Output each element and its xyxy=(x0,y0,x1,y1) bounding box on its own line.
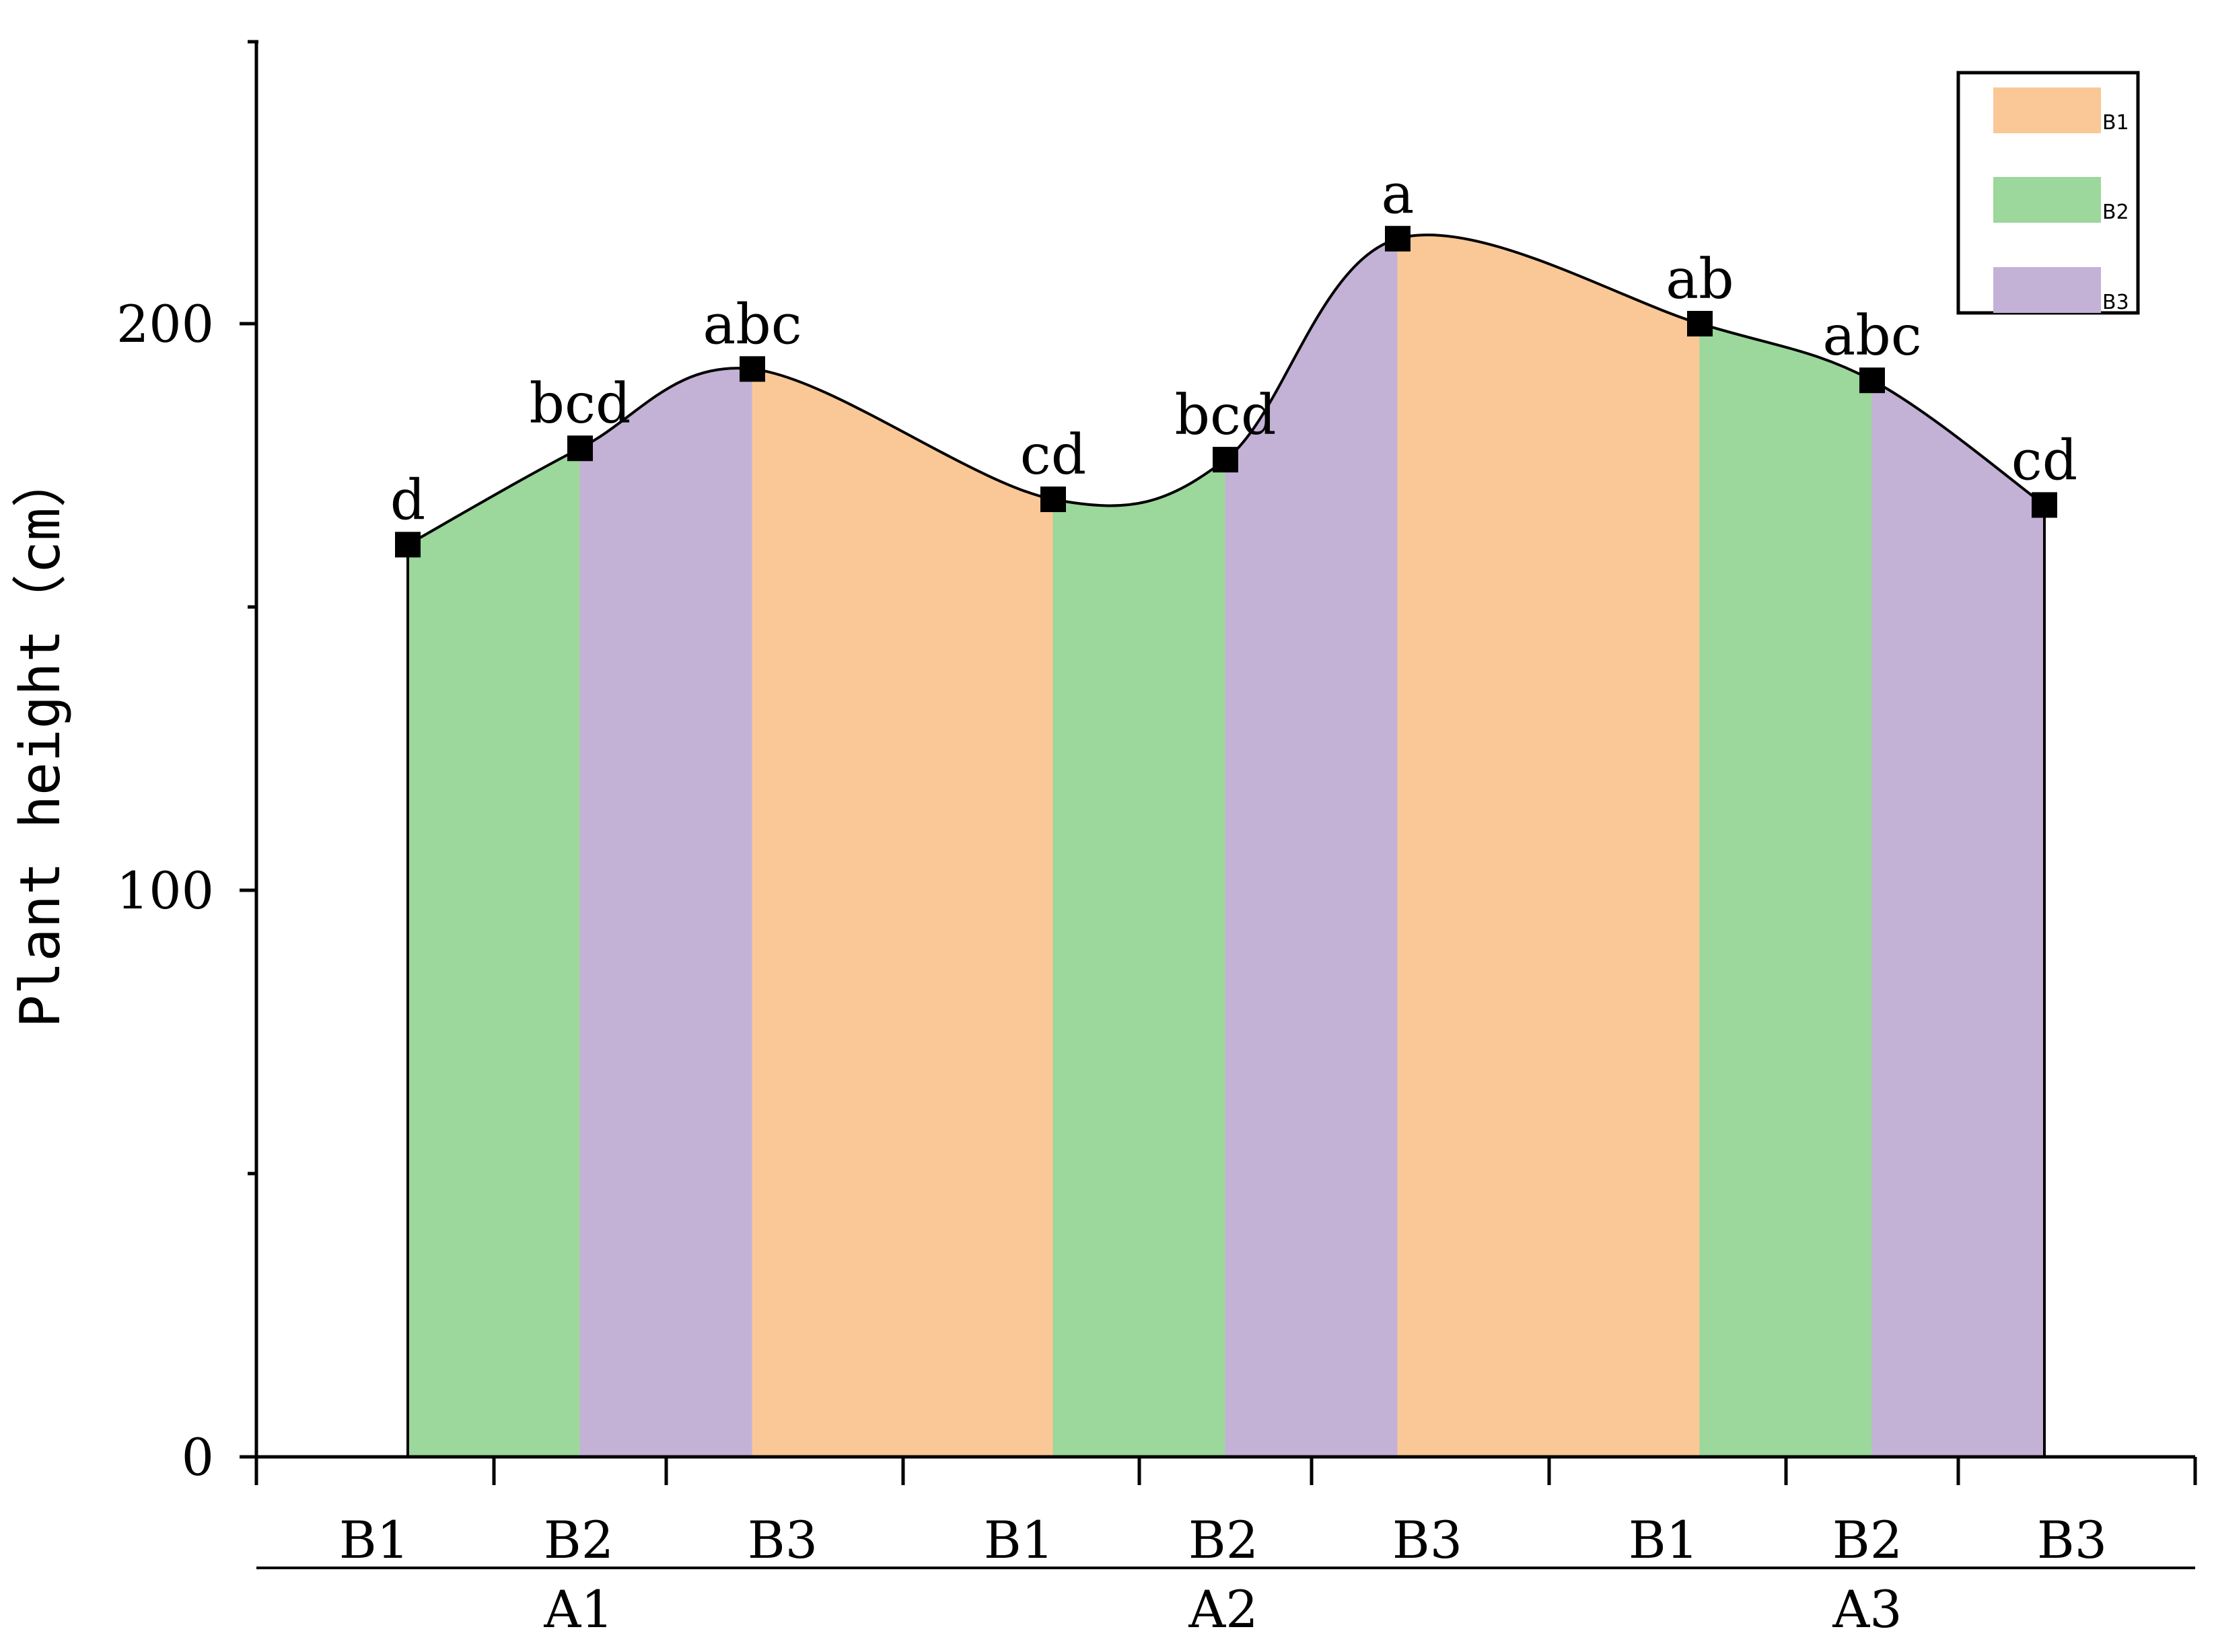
y-tick-label: 0 xyxy=(182,1427,214,1487)
area-segment xyxy=(579,367,753,1458)
area-segment xyxy=(1871,380,2045,1458)
data-markers xyxy=(395,225,2057,558)
y-axis-title: Plant height（cm） xyxy=(9,452,73,1028)
data-point-marker xyxy=(1040,487,1066,513)
y-ticks: 0 100 200 xyxy=(116,294,256,1487)
x-category-label: B1 xyxy=(984,1510,1054,1570)
x-category-label: B3 xyxy=(1392,1510,1462,1570)
area-fills xyxy=(406,234,2046,1458)
x-category-label: B1 xyxy=(339,1510,409,1570)
legend: B1 B2 B3 xyxy=(1956,71,2140,315)
data-point-marker xyxy=(1859,367,1885,394)
data-point-marker xyxy=(1213,447,1238,473)
significance-letter: bcd xyxy=(1175,384,1277,447)
legend-label-b3: B3 xyxy=(2102,291,2129,314)
x-category-labels: B1 B2 B3 B1 B2 B3 B1 B2 B3 xyxy=(339,1510,2107,1570)
x-category-label: B3 xyxy=(2037,1510,2107,1570)
axes xyxy=(248,40,2195,1569)
area-segment xyxy=(407,447,581,1458)
data-point-marker xyxy=(740,356,765,382)
legend-swatch-b2 xyxy=(1993,177,2101,223)
significance-letter: bcd xyxy=(530,372,631,436)
x-group-label: A3 xyxy=(1832,1579,1902,1639)
data-point-marker xyxy=(395,532,421,558)
x-ticks xyxy=(254,1457,2197,1485)
legend-swatch-b3 xyxy=(1993,267,2101,313)
x-category-label: B1 xyxy=(1629,1510,1699,1570)
significance-letter: a xyxy=(1382,163,1415,227)
significance-letter: d xyxy=(390,468,426,532)
data-point-marker xyxy=(1687,311,1713,336)
significance-letter: abc xyxy=(1822,304,1921,368)
legend-label-b2: B2 xyxy=(2102,201,2129,224)
legend-swatch-b1 xyxy=(1993,87,2101,133)
significance-letter: cd xyxy=(2011,429,2077,493)
area-segment xyxy=(1052,459,1226,1458)
data-point-marker xyxy=(1385,225,1410,252)
area-segment xyxy=(1397,234,1701,1458)
y-tick-label: 100 xyxy=(116,861,214,921)
significance-letter: cd xyxy=(1020,423,1086,487)
x-category-label: B2 xyxy=(1832,1510,1902,1570)
data-point-marker xyxy=(2032,492,2057,518)
x-category-label: B2 xyxy=(1188,1510,1258,1570)
significance-letters: d bcd abc cd bcd a ab abc cd xyxy=(390,163,2077,533)
y-tick-label: 200 xyxy=(116,294,214,354)
x-group-label: A1 xyxy=(543,1579,613,1639)
significance-letter: abc xyxy=(703,293,801,357)
x-category-label: B3 xyxy=(748,1510,818,1570)
significance-letter: ab xyxy=(1666,248,1734,312)
x-category-label: B2 xyxy=(544,1510,614,1570)
area-segment xyxy=(752,368,1054,1458)
area-segment xyxy=(1699,323,1873,1458)
legend-label-b1: B1 xyxy=(2102,111,2129,135)
x-group-label: A2 xyxy=(1188,1579,1258,1639)
data-point-marker xyxy=(567,435,593,462)
x-group-labels: A1 A2 A3 xyxy=(543,1579,1902,1639)
